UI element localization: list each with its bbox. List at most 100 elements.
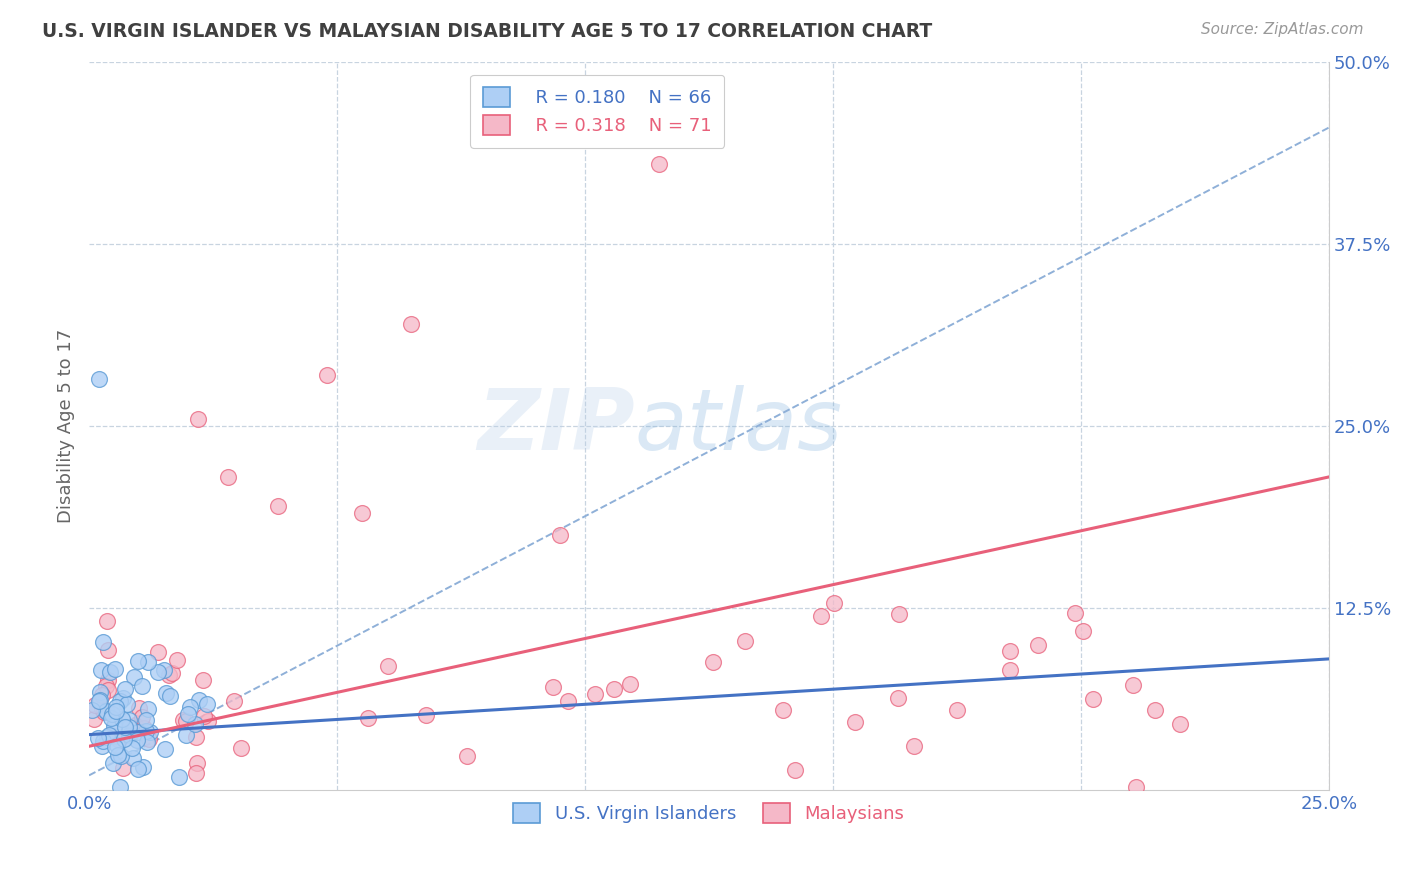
Point <box>887 690 910 705</box>
Point <box>1125 780 1147 794</box>
Point <box>112 731 135 746</box>
Point <box>702 656 724 670</box>
Point <box>146 665 169 680</box>
Point <box>810 608 832 623</box>
Point <box>557 694 579 708</box>
Point <box>160 666 183 681</box>
Point <box>177 707 200 722</box>
Point <box>105 738 128 752</box>
Point <box>548 528 571 542</box>
Point <box>127 762 149 776</box>
Point <box>1168 717 1191 731</box>
Point <box>823 596 845 610</box>
Point <box>357 711 380 725</box>
Point <box>603 682 626 697</box>
Point <box>772 703 794 717</box>
Point <box>166 653 188 667</box>
Point <box>583 687 606 701</box>
Point <box>998 663 1021 677</box>
Point <box>153 742 176 756</box>
Point <box>946 703 969 717</box>
Point <box>91 739 114 753</box>
Point <box>377 659 399 673</box>
Point <box>104 739 127 754</box>
Point <box>619 677 641 691</box>
Point <box>648 157 671 171</box>
Point <box>89 694 111 708</box>
Point <box>107 748 129 763</box>
Point <box>84 698 107 712</box>
Point <box>89 685 111 699</box>
Point <box>401 317 423 331</box>
Point <box>89 693 111 707</box>
Point <box>122 751 145 765</box>
Point <box>97 643 120 657</box>
Text: ZIP: ZIP <box>477 384 634 467</box>
Point <box>104 704 127 718</box>
Point <box>1081 691 1104 706</box>
Point <box>136 702 159 716</box>
Point <box>91 702 114 716</box>
Point <box>91 635 114 649</box>
Point <box>136 734 159 748</box>
Point <box>96 614 118 628</box>
Point <box>1144 703 1167 717</box>
Point <box>132 760 155 774</box>
Point <box>111 690 134 705</box>
Text: U.S. VIRGIN ISLANDER VS MALAYSIAN DISABILITY AGE 5 TO 17 CORRELATION CHART: U.S. VIRGIN ISLANDER VS MALAYSIAN DISABI… <box>42 22 932 41</box>
Point <box>96 730 118 744</box>
Point <box>124 718 146 732</box>
Point <box>217 470 239 484</box>
Point <box>222 694 245 708</box>
Point <box>127 724 149 739</box>
Point <box>1026 638 1049 652</box>
Point <box>456 749 478 764</box>
Point <box>124 719 146 733</box>
Point <box>138 655 160 669</box>
Point <box>103 719 125 733</box>
Point <box>107 733 129 747</box>
Point <box>187 411 209 425</box>
Point <box>146 644 169 658</box>
Point <box>101 756 124 770</box>
Point <box>122 670 145 684</box>
Point <box>91 734 114 748</box>
Point <box>903 739 925 753</box>
Point <box>118 714 141 728</box>
Point <box>125 733 148 747</box>
Point <box>101 706 124 721</box>
Point <box>131 679 153 693</box>
Point <box>103 729 125 743</box>
Point <box>159 689 181 703</box>
Point <box>93 706 115 720</box>
Point <box>138 725 160 739</box>
Point <box>91 689 114 703</box>
Point <box>110 693 132 707</box>
Point <box>104 699 127 714</box>
Point <box>97 682 120 697</box>
Point <box>186 766 208 780</box>
Point <box>415 708 437 723</box>
Point <box>128 701 150 715</box>
Point <box>94 704 117 718</box>
Point <box>100 711 122 725</box>
Point <box>785 763 807 777</box>
Point <box>111 712 134 726</box>
Point <box>197 714 219 729</box>
Point <box>316 368 339 382</box>
Point <box>887 607 910 621</box>
Text: atlas: atlas <box>634 384 842 467</box>
Point <box>184 716 207 731</box>
Point <box>184 730 207 744</box>
Point <box>94 679 117 693</box>
Point <box>350 507 373 521</box>
Point <box>541 680 564 694</box>
Point <box>186 756 208 770</box>
Point <box>98 665 121 679</box>
Point <box>97 673 120 687</box>
Point <box>96 706 118 720</box>
Legend: U.S. Virgin Islanders, Malaysians: U.S. Virgin Islanders, Malaysians <box>501 790 917 836</box>
Point <box>97 728 120 742</box>
Point <box>174 728 197 742</box>
Point <box>734 633 756 648</box>
